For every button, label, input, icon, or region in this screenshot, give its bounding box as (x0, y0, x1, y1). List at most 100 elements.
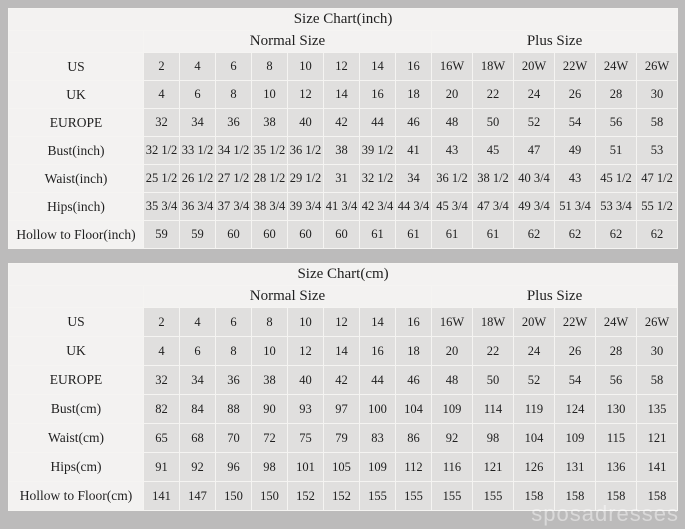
size-cell: 155 (431, 481, 473, 511)
size-cell: 44 3/4 (395, 192, 432, 221)
row-label: US (8, 52, 144, 81)
size-cell: 14 (359, 52, 396, 81)
size-cell: 6 (179, 336, 216, 366)
size-cell: 59 (143, 220, 180, 249)
size-cell: 39 1/2 (359, 136, 396, 165)
size-cell: 10 (251, 80, 288, 109)
size-cell: 18 (395, 80, 432, 109)
size-cell: 32 1/2 (143, 136, 180, 165)
size-cell: 104 (513, 423, 555, 453)
size-cell: 104 (395, 394, 432, 424)
row-label: Hips(cm) (8, 452, 144, 482)
size-cell: 6 (179, 80, 216, 109)
size-cell: 50 (472, 365, 514, 395)
size-cell: 152 (287, 481, 324, 511)
size-cell: 152 (323, 481, 360, 511)
size-cell: 18W (472, 307, 514, 337)
size-cell: 155 (359, 481, 396, 511)
size-cell: 8 (215, 80, 252, 109)
size-cell: 6 (215, 307, 252, 337)
size-cell: 100 (359, 394, 396, 424)
size-cell: 36 1/2 (287, 136, 324, 165)
size-cell: 25 1/2 (143, 164, 180, 193)
size-cell: 62 (635, 220, 679, 249)
corner-cell (8, 285, 144, 308)
table-row: US 2 4 6 8 10 12 14 16 16W 18W 20W 22W 24W 26W (8, 52, 679, 81)
normal-size-header: Normal Size (143, 285, 432, 308)
size-cell: 42 (323, 108, 360, 137)
size-cell: 36 1/2 (431, 164, 473, 193)
size-cell: 88 (215, 394, 252, 424)
table-row: UK 4 6 8 10 12 14 16 18 20 22 24 26 28 30 (8, 80, 679, 109)
size-cell: 4 (179, 52, 216, 81)
size-cell: 136 (595, 452, 637, 482)
size-cell: 32 (143, 365, 180, 395)
size-cell: 60 (323, 220, 360, 249)
size-cell: 20 (431, 336, 473, 366)
size-cell: 16 (359, 80, 396, 109)
size-cell: 62 (554, 220, 596, 249)
size-cell: 79 (323, 423, 360, 453)
size-cell: 14 (323, 80, 360, 109)
size-cell: 46 (395, 108, 432, 137)
size-cell: 42 3/4 (359, 192, 396, 221)
size-cell: 58 (635, 108, 679, 137)
size-cell: 42 (323, 365, 360, 395)
size-cell: 52 (513, 365, 555, 395)
size-cell: 124 (554, 394, 596, 424)
size-cell: 26 (554, 336, 596, 366)
size-cell: 150 (215, 481, 252, 511)
size-cell: 12 (287, 336, 324, 366)
group-header-row: Normal Size Plus Size (8, 30, 679, 53)
size-cell: 90 (251, 394, 288, 424)
size-cell: 49 (554, 136, 596, 165)
size-cell: 16W (431, 52, 473, 81)
size-cell: 115 (595, 423, 637, 453)
table-row: Hips(cm) 91 92 96 98 101 105 109 112 116 121 126 131… (8, 452, 679, 482)
size-cell: 131 (554, 452, 596, 482)
size-cell: 12 (323, 307, 360, 337)
size-cell: 51 3/4 (554, 192, 596, 221)
size-cell: 2 (143, 52, 180, 81)
size-cell: 16 (395, 52, 432, 81)
size-cell: 38 3/4 (251, 192, 288, 221)
size-cell: 48 (431, 108, 473, 137)
size-cell: 16 (359, 336, 396, 366)
size-cell: 49 3/4 (513, 192, 555, 221)
size-cell: 50 (472, 108, 514, 137)
size-cell: 56 (595, 365, 637, 395)
size-cell: 32 1/2 (359, 164, 396, 193)
table-row: EUROPE 32 34 36 38 40 42 44 46 48 50 52 54 56 58 (8, 108, 679, 137)
size-cell: 12 (323, 52, 360, 81)
size-cell: 39 3/4 (287, 192, 324, 221)
size-cell: 43 (554, 164, 596, 193)
size-cell: 24W (595, 52, 637, 81)
size-chart-inch-table: Size Chart(inch) Normal Size Plus Size U… (7, 8, 679, 249)
size-cell: 65 (143, 423, 180, 453)
size-cell: 109 (359, 452, 396, 482)
size-cell: 22 (472, 80, 514, 109)
size-cell: 61 (395, 220, 432, 249)
size-cell: 119 (513, 394, 555, 424)
size-cell: 53 (635, 136, 679, 165)
size-cell: 38 (323, 136, 360, 165)
size-cell: 101 (287, 452, 324, 482)
size-cell: 62 (595, 220, 637, 249)
size-cell: 46 (395, 365, 432, 395)
size-cell: 61 (472, 220, 514, 249)
size-cell: 141 (635, 452, 679, 482)
size-chart-cm-body: US 2 4 6 8 10 12 14 16 16W 18W 20W 22W 24W 26W UK 4 6 8 10 1… (8, 307, 679, 511)
size-cell: 141 (143, 481, 180, 511)
size-cell: 41 3/4 (323, 192, 360, 221)
size-cell: 92 (431, 423, 473, 453)
row-label: UK (8, 336, 144, 366)
size-cell: 147 (179, 481, 216, 511)
size-cell: 53 3/4 (595, 192, 637, 221)
size-cell: 92 (179, 452, 216, 482)
size-cell: 109 (554, 423, 596, 453)
size-cell: 93 (287, 394, 324, 424)
size-cell: 58 (635, 365, 679, 395)
size-cell: 35 1/2 (251, 136, 288, 165)
size-cell: 126 (513, 452, 555, 482)
size-cell: 8 (251, 52, 288, 81)
